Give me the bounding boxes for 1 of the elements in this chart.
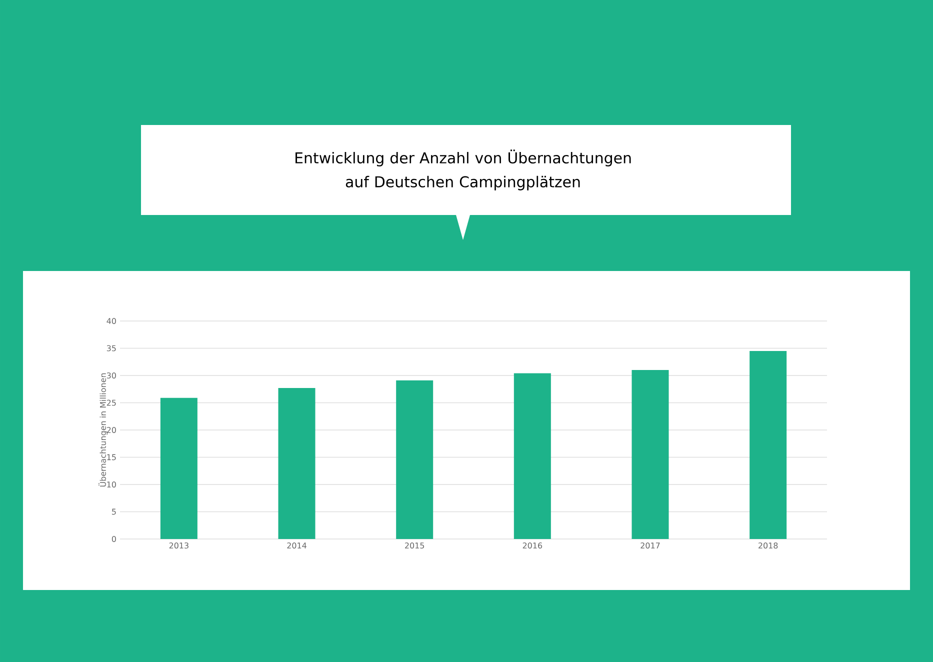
chart-title: Entwicklung der Anzahl von Übernachtungen auf Deutschen Campingplätzen (296, 150, 631, 190)
